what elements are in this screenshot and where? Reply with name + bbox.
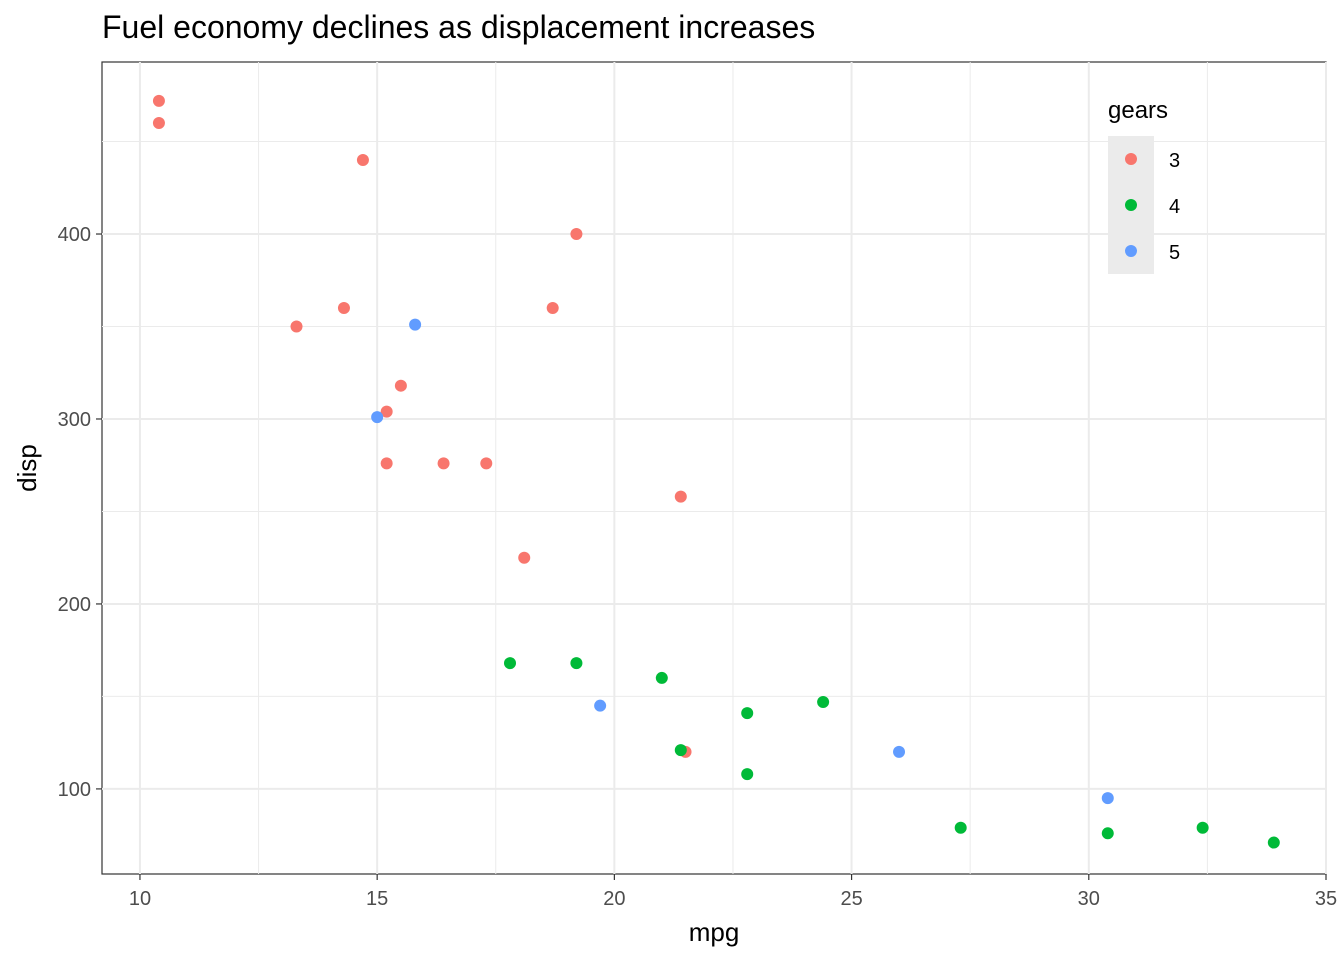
data-point-gear-3 [480, 457, 493, 470]
data-point-gear-5 [594, 699, 607, 712]
x-tick-label: 35 [1315, 888, 1337, 910]
data-point-gear-4 [674, 744, 687, 757]
data-point-gear-3 [570, 228, 583, 241]
x-tick-label: 10 [129, 888, 151, 910]
data-point-gear-3 [394, 379, 407, 392]
y-tick-label: 200 [58, 594, 91, 616]
legend-key-3 [1125, 153, 1137, 165]
data-point-gear-3 [290, 320, 303, 333]
data-point-gear-4 [1267, 836, 1280, 849]
y-tick-label: 100 [58, 779, 91, 801]
data-point-gear-3 [546, 302, 559, 315]
data-point-gear-3 [380, 405, 393, 418]
x-axis-title: mpg [689, 917, 740, 947]
y-axis-title: disp [12, 444, 42, 492]
tick-layer: 10 15 20 25 30 35 100 200 300 400 [58, 224, 1338, 910]
point-layer [152, 94, 1280, 849]
data-point-gear-4 [1101, 827, 1114, 840]
legend: gears 3 4 5 [1108, 97, 1180, 274]
legend-label-4: 4 [1169, 196, 1180, 218]
data-point-gear-4 [655, 671, 668, 684]
data-point-gear-3 [152, 94, 165, 107]
x-tick-label: 15 [366, 888, 388, 910]
x-tick-label: 30 [1078, 888, 1100, 910]
legend-title: gears [1108, 97, 1168, 124]
data-point-gear-4 [954, 821, 967, 834]
data-point-gear-3 [356, 154, 369, 167]
data-point-gear-5 [893, 745, 906, 758]
legend-label-3: 3 [1169, 150, 1180, 172]
data-point-gear-4 [504, 657, 516, 670]
chart-title: Fuel economy declines as displacement in… [102, 9, 815, 45]
legend-key-5 [1125, 245, 1137, 257]
data-point-gear-4 [1196, 821, 1209, 834]
data-point-gear-3 [518, 551, 531, 564]
y-tick-label: 300 [58, 409, 91, 431]
grid-layer [102, 62, 1327, 874]
data-point-gear-3 [152, 117, 165, 130]
data-point-gear-5 [409, 318, 422, 331]
data-point-gear-3 [674, 490, 687, 503]
data-point-gear-3 [337, 302, 350, 315]
x-tick-label: 20 [603, 888, 625, 910]
data-point-gear-5 [1101, 792, 1114, 805]
y-tick-label: 400 [58, 224, 91, 246]
legend-label-5: 5 [1169, 242, 1180, 264]
data-point-gear-4 [570, 657, 583, 670]
data-point-gear-5 [371, 411, 384, 424]
data-point-gear-3 [437, 457, 450, 470]
data-point-gear-4 [741, 707, 754, 720]
data-point-gear-4 [817, 695, 830, 708]
data-point-gear-3 [380, 457, 393, 470]
data-point-gear-4 [741, 768, 754, 781]
x-tick-label: 25 [840, 888, 862, 910]
legend-items: 3 4 5 [1125, 150, 1180, 264]
legend-key-4 [1125, 199, 1137, 211]
